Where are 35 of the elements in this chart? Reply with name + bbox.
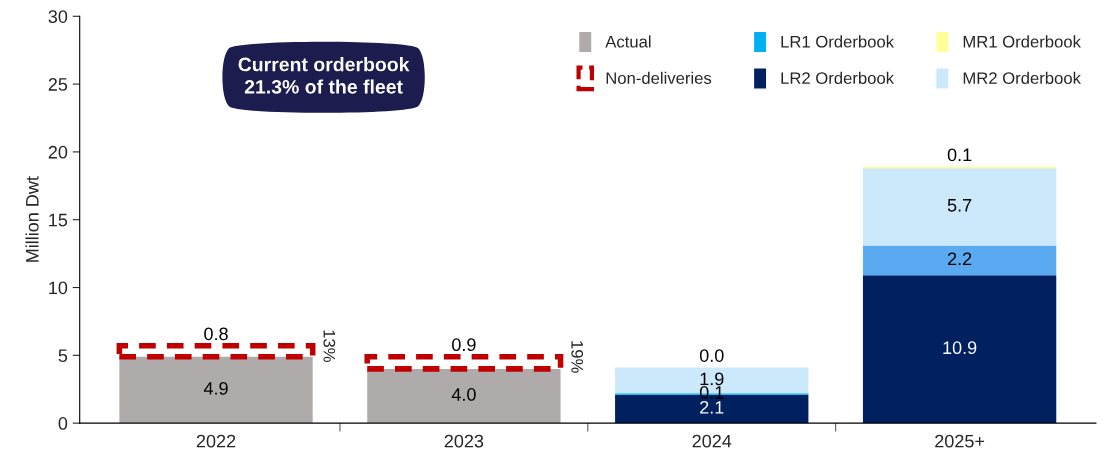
y-tick-label: 15: [49, 213, 68, 227]
annotation: Current orderbook 21.3% of the fleet: [238, 57, 410, 94]
y-tick-label: 30: [48, 10, 68, 23]
x-tick-label: 2024: [692, 434, 732, 448]
bar: [862, 275, 1057, 424]
data-label: 4.9: [203, 381, 228, 395]
data-label: 5.7: [947, 199, 972, 212]
bar: [862, 168, 1057, 246]
x-tick-label: 2023: [444, 434, 484, 448]
data-label: 0.8: [204, 327, 228, 341]
legend-label: Non-deliveries: [606, 71, 712, 85]
y-tick-label: 10: [49, 281, 68, 295]
y-tick-label: 20: [48, 145, 68, 159]
y-tick-label: 5: [58, 349, 68, 363]
y-axis-title: Million Dwt: [25, 176, 39, 262]
x-tick-label: 2022: [196, 434, 236, 448]
data-label: 0.1: [947, 148, 972, 162]
legend-label: MR1 Orderbook: [963, 35, 1081, 48]
legend-label: LR1 Orderbook: [781, 35, 895, 48]
legend-label: MR2 Orderbook: [963, 71, 1081, 85]
annotation: 13%: [323, 330, 336, 362]
data-label: 1.9: [700, 372, 724, 386]
data-label: 2.2: [947, 252, 972, 266]
data-label: 0.0: [699, 349, 724, 362]
data-label: 2.1: [700, 400, 724, 414]
bar: [862, 245, 1057, 276]
legend-label: LR2 Orderbook: [781, 71, 895, 85]
y-tick-label: 0: [58, 417, 68, 430]
x-tick-label: 2025+: [935, 434, 985, 448]
legend-label: Actual: [605, 35, 651, 48]
data-label: 0.9: [452, 338, 476, 352]
annotation: 19%: [571, 341, 584, 373]
data-label: 10.9: [943, 341, 977, 355]
data-label: 4.0: [451, 388, 476, 401]
y-tick-label: 25: [48, 78, 68, 91]
